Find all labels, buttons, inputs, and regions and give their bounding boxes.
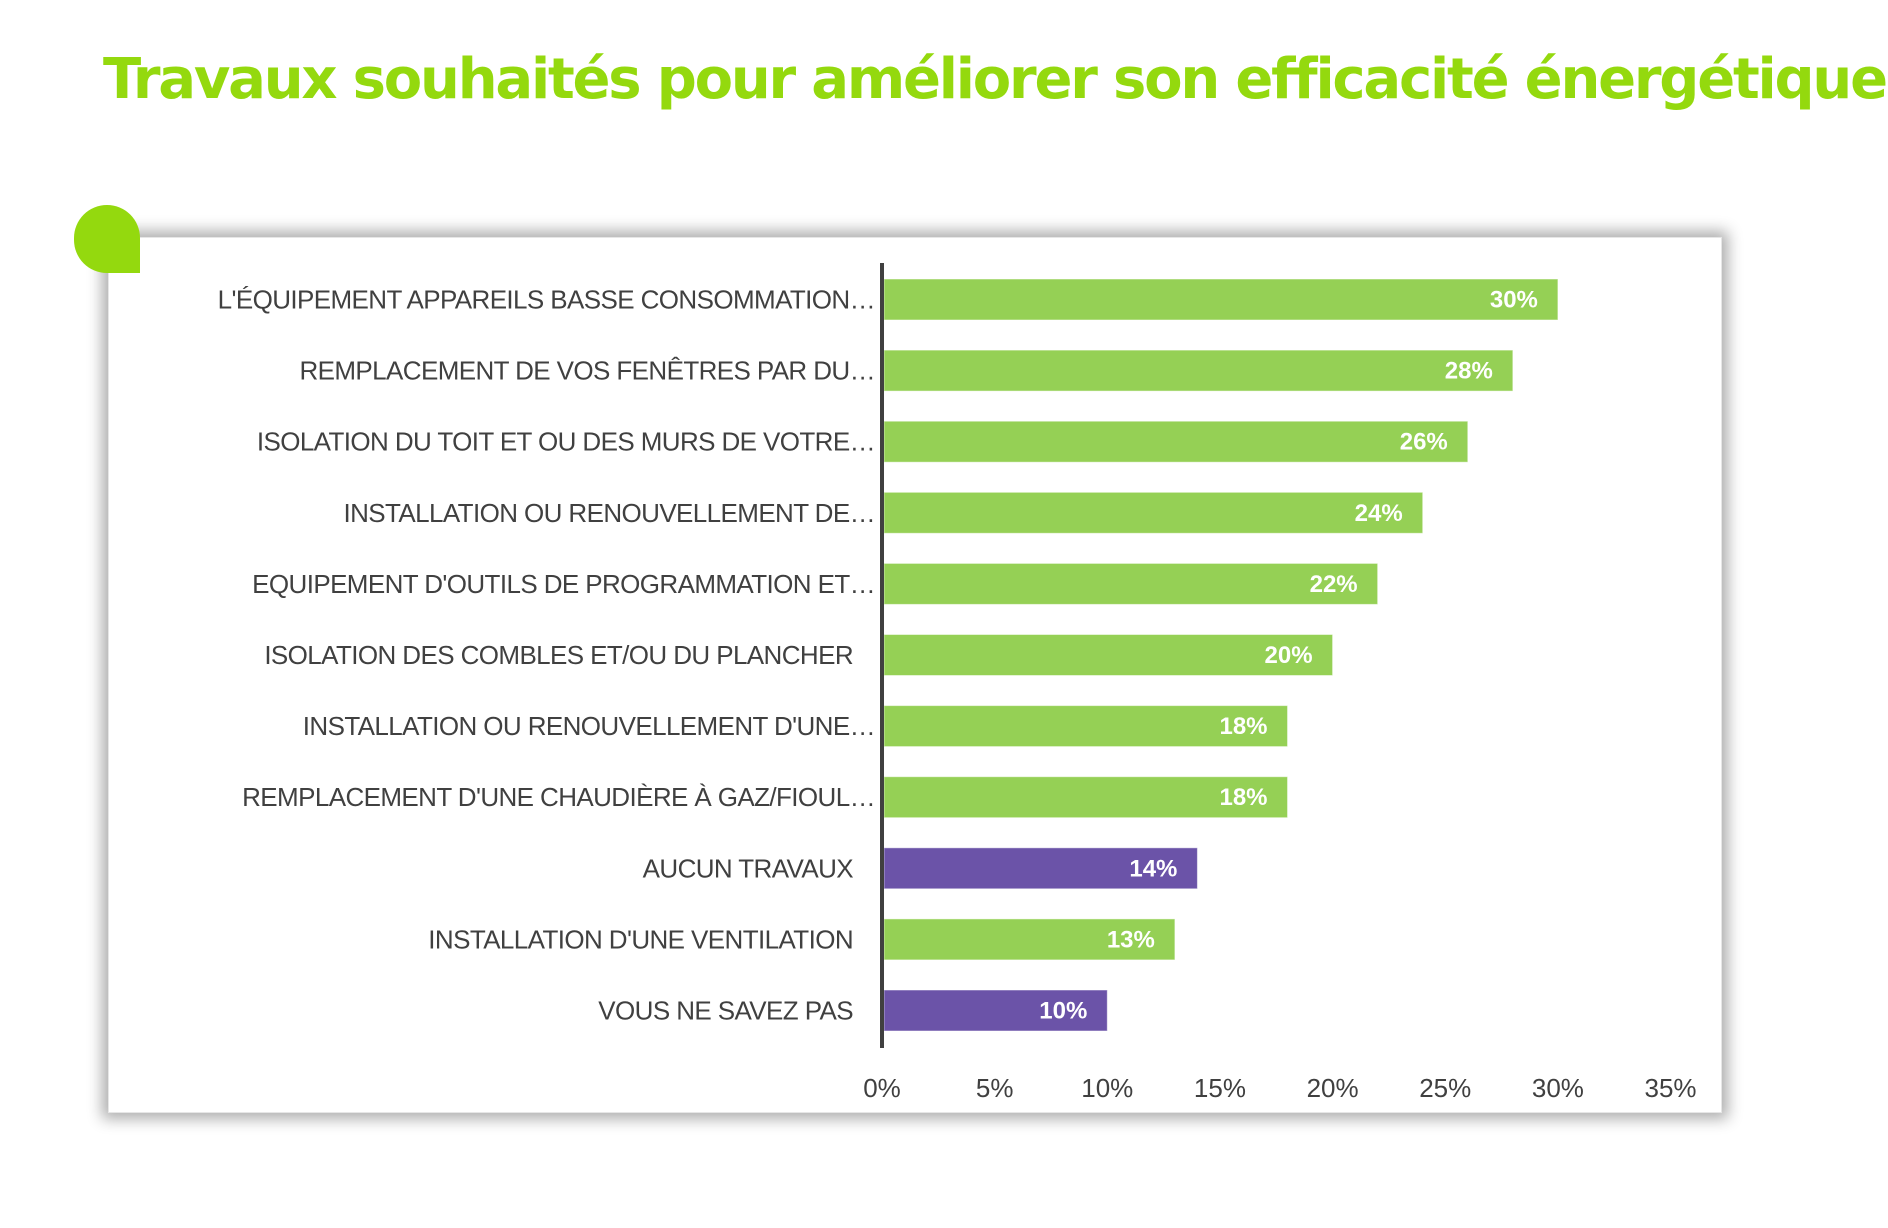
bar-row: 18% xyxy=(883,705,1289,748)
bar-value-label: 10% xyxy=(1039,998,1087,1025)
bar-row: 30% xyxy=(883,278,1559,321)
bar xyxy=(883,705,1289,748)
category-label: REMPLACEMENT D'UNE CHAUDIÈRE À GAZ/FIOUL… xyxy=(242,782,875,812)
category-label: INSTALLATION OU RENOUVELLEMENT D'UNE… xyxy=(303,711,875,741)
category-label: REMPLACEMENT DE VOS FENÊTRES PAR DU… xyxy=(299,356,875,386)
bar xyxy=(883,918,1176,961)
x-tick-label: 15% xyxy=(1194,1073,1246,1103)
bar xyxy=(883,278,1559,321)
bar-row: 26% xyxy=(883,420,1469,463)
bar-value-label: 28% xyxy=(1445,358,1493,385)
bar-row: 10% xyxy=(883,989,1108,1032)
category-label: VOUS NE SAVEZ PAS xyxy=(598,996,853,1026)
bar-row: 20% xyxy=(883,634,1334,676)
bar xyxy=(883,349,1514,392)
category-label: INSTALLATION OU RENOUVELLEMENT DE… xyxy=(344,498,876,528)
bar xyxy=(883,491,1424,534)
x-tick-label: 0% xyxy=(863,1073,901,1103)
x-tick-label: 25% xyxy=(1419,1073,1471,1103)
bar xyxy=(883,634,1334,676)
category-label: INSTALLATION D'UNE VENTILATION xyxy=(428,924,853,954)
x-axis-tick-labels: 0% 5% 10% 15% 20% 25% 30% 35% xyxy=(863,1073,1696,1103)
category-label: L'ÉQUIPEMENT APPAREILS BASSE CONSOMMATIO… xyxy=(218,285,875,315)
bar xyxy=(883,562,1379,605)
bar-value-label: 30% xyxy=(1490,287,1538,314)
category-label: EQUIPEMENT D'OUTILS DE PROGRAMMATION ET… xyxy=(252,569,875,599)
bar-value-label: 13% xyxy=(1107,926,1155,953)
bar xyxy=(883,776,1289,819)
x-tick-label: 10% xyxy=(1081,1073,1133,1103)
bar-row: 28% xyxy=(883,349,1514,392)
decorative-leaf-icon xyxy=(74,205,140,273)
bar-value-label: 18% xyxy=(1219,784,1267,811)
bar-value-label: 26% xyxy=(1400,429,1448,456)
bar-row: 14% xyxy=(883,847,1198,890)
category-label: ISOLATION DES COMBLES ET/OU DU PLANCHER xyxy=(264,640,853,670)
category-label: ISOLATION DU TOIT ET OU DES MURS DE VOTR… xyxy=(257,427,875,457)
x-tick-label: 5% xyxy=(976,1073,1014,1103)
x-tick-label: 35% xyxy=(1645,1073,1697,1103)
category-label: AUCUN TRAVAUX xyxy=(643,853,854,883)
bar-row: 13% xyxy=(883,918,1176,961)
bar xyxy=(883,847,1198,890)
bar-row: 18% xyxy=(883,776,1289,819)
bar xyxy=(883,420,1469,463)
category-labels: L'ÉQUIPEMENT APPAREILS BASSE CONSOMMATIO… xyxy=(218,285,876,1026)
bar-value-label: 14% xyxy=(1129,855,1177,882)
bar-row: 24% xyxy=(883,491,1424,534)
bars-layer: 30% 28% 26% 24% 22% 20% 18% 18% 14% 13% 10% xyxy=(883,278,1559,1032)
bar-value-label: 22% xyxy=(1310,571,1358,598)
bar-value-label: 24% xyxy=(1355,500,1403,527)
bar-value-label: 20% xyxy=(1265,642,1313,669)
bar xyxy=(883,989,1108,1032)
page-title: Travaux souhaités pour améliorer son eff… xyxy=(103,47,1888,112)
bar-value-label: 18% xyxy=(1219,713,1267,740)
x-tick-label: 20% xyxy=(1307,1073,1359,1103)
x-tick-label: 30% xyxy=(1532,1073,1584,1103)
bar-row: 22% xyxy=(883,562,1379,605)
